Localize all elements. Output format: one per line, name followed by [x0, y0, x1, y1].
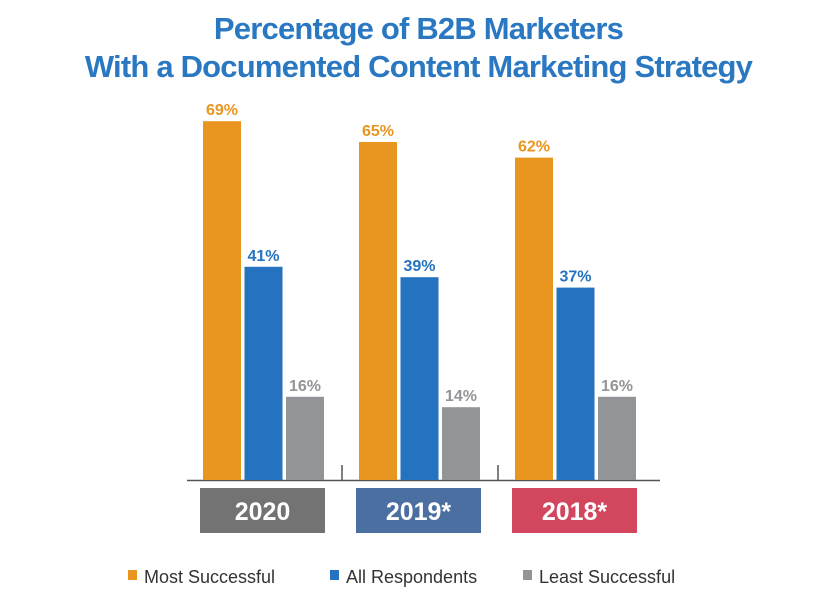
category-label-box: [512, 488, 637, 533]
legend-swatch: [523, 570, 532, 580]
bar-all-respondents-2020: [244, 266, 283, 480]
legend-swatch: [330, 570, 339, 580]
bar-least-successful-2020: [286, 396, 324, 480]
data-label: 37%: [559, 269, 591, 286]
bar-most-successful-2020: [203, 121, 241, 480]
data-label: 41%: [247, 248, 279, 265]
data-label: 39%: [403, 258, 435, 275]
bar-least-successful-2019: [442, 407, 480, 480]
category-label: 2020: [235, 498, 291, 526]
data-label: 16%: [289, 378, 321, 395]
data-label: 14%: [445, 388, 477, 405]
data-label: 65%: [362, 123, 394, 140]
legend-label: Most Successful: [144, 567, 275, 587]
bar-most-successful-2019: [359, 142, 397, 480]
category-label-box: [200, 488, 325, 533]
legend-label: All Respondents: [346, 567, 477, 587]
data-label: 69%: [206, 102, 238, 119]
data-label: 62%: [518, 139, 550, 156]
data-label: 16%: [601, 378, 633, 395]
legend-label: Least Successful: [539, 567, 675, 587]
chart-title-line-1: Percentage of B2B Marketers: [213, 11, 624, 46]
category-label-box: [356, 488, 481, 533]
bar-all-respondents-2018: [556, 287, 595, 480]
category-label: 2019*: [386, 498, 452, 526]
bar-all-respondents-2019: [400, 277, 439, 480]
legend-swatch: [128, 570, 137, 580]
category-label: 2018*: [542, 498, 608, 526]
bar-most-successful-2018: [515, 157, 553, 480]
chart-title-line-2: With a Documented Content Marketing Stra…: [84, 49, 753, 84]
bar-least-successful-2018: [598, 396, 636, 480]
